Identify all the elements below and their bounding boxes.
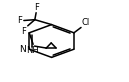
- Text: F: F: [17, 16, 22, 25]
- Text: F: F: [22, 27, 26, 36]
- Text: F: F: [34, 3, 39, 12]
- Text: N: N: [19, 45, 26, 54]
- Text: NH: NH: [26, 46, 39, 55]
- Text: Cl: Cl: [82, 18, 90, 27]
